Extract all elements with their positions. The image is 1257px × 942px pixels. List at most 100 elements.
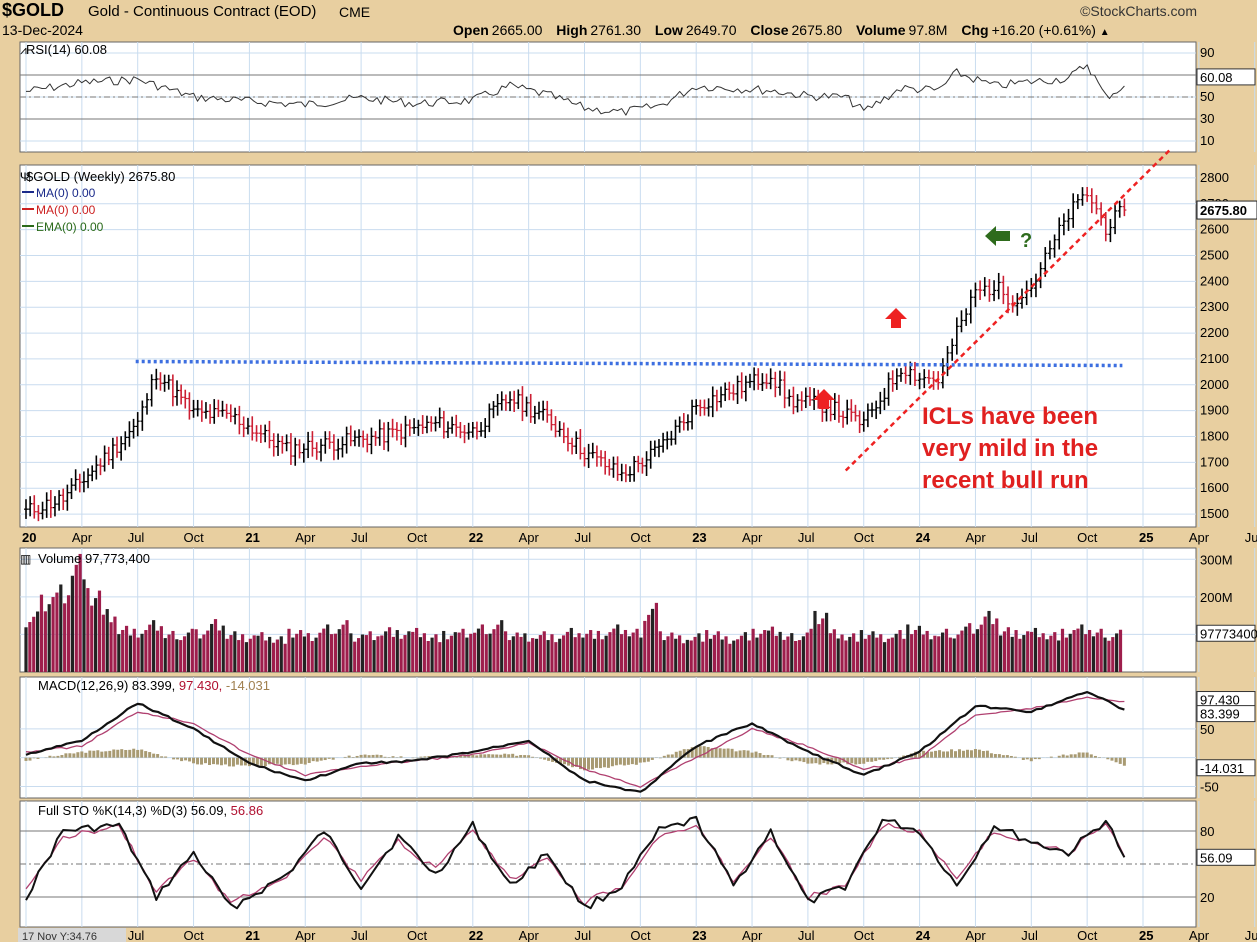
volume-bar bbox=[66, 595, 71, 672]
volume-bar bbox=[832, 629, 836, 672]
rsi-line bbox=[26, 64, 1125, 116]
macd-histogram-bar bbox=[200, 757, 204, 765]
price-icon: Ψ bbox=[20, 170, 30, 184]
price-x-tick-label: Oct bbox=[630, 530, 651, 545]
macd-histogram-bar bbox=[1098, 757, 1102, 758]
macd-histogram-bar bbox=[128, 749, 132, 758]
volume-bar bbox=[167, 634, 171, 672]
volume-bar bbox=[550, 634, 554, 672]
macd-histogram-bar bbox=[878, 757, 882, 760]
volume-bar bbox=[882, 642, 887, 672]
macd-histogram-bar bbox=[112, 749, 116, 758]
volume-bar bbox=[357, 638, 361, 672]
volume-bar bbox=[523, 633, 527, 672]
volume-bar bbox=[616, 624, 620, 672]
volume-bar bbox=[1026, 631, 1030, 672]
rsi-value-label: 60.08 bbox=[1200, 70, 1233, 85]
volume-bar bbox=[701, 641, 705, 672]
volume-bar bbox=[90, 605, 94, 672]
macd-histogram-bar bbox=[969, 750, 973, 758]
volume-bar bbox=[1010, 636, 1014, 672]
low-value: 2649.70 bbox=[685, 22, 737, 38]
macd-histogram-bar bbox=[754, 751, 758, 758]
volume-bar bbox=[326, 624, 330, 672]
volume-bar bbox=[623, 629, 628, 672]
symbol-description: Gold - Continuous Contract (EOD) bbox=[88, 3, 317, 20]
volume-bar bbox=[94, 598, 98, 672]
volume-tick-label: 200M bbox=[1200, 590, 1233, 605]
volume-bar bbox=[271, 642, 276, 672]
macd-histogram-bar bbox=[583, 757, 586, 771]
volume-bar bbox=[782, 639, 786, 672]
price-x-tick-label: Apr bbox=[519, 530, 540, 545]
volume-bar bbox=[658, 631, 662, 672]
volume-bar bbox=[654, 602, 659, 672]
stochastic-k-line bbox=[25, 815, 1126, 910]
volume-bar bbox=[747, 640, 751, 672]
volume-bar bbox=[453, 632, 457, 672]
price-x-tick-label: Apr bbox=[72, 530, 93, 545]
volume-bar bbox=[643, 620, 647, 672]
macd-histogram-bar bbox=[36, 757, 40, 759]
volume-bar bbox=[101, 614, 105, 672]
macd-histogram-bar bbox=[531, 756, 535, 758]
macd-histogram-bar bbox=[255, 757, 259, 765]
volume-bar bbox=[1014, 630, 1018, 672]
volume-bar bbox=[546, 640, 550, 672]
chg-up-icon: ▲ bbox=[1099, 27, 1110, 38]
macd-histogram-bar bbox=[351, 757, 355, 758]
macd-histogram-bar bbox=[367, 755, 371, 758]
bottom-x-tick-label: Oct bbox=[184, 928, 205, 942]
macd-histogram-bar bbox=[981, 750, 985, 758]
close-value: 2675.80 bbox=[791, 22, 843, 38]
volume-bar bbox=[565, 631, 570, 672]
volume-bar bbox=[511, 636, 515, 672]
macd-histogram-bar bbox=[618, 757, 622, 765]
volume-bar bbox=[534, 638, 539, 672]
macd-tick-label: -50 bbox=[1200, 779, 1219, 794]
macd-histogram-bar bbox=[730, 748, 734, 758]
macd-histogram-bar bbox=[132, 748, 136, 758]
volume-bar bbox=[268, 636, 272, 672]
macd-histogram-bar bbox=[507, 754, 511, 758]
macd-histogram-bar bbox=[379, 755, 383, 758]
price-tick-label: 2000 bbox=[1200, 377, 1229, 392]
macd-histogram-bar bbox=[674, 751, 678, 758]
price-value-label: 2675.80 bbox=[1200, 203, 1247, 218]
macd-histogram-bar bbox=[259, 757, 263, 767]
volume-bar bbox=[63, 603, 67, 672]
bottom-x-tick-label: Apr bbox=[1189, 928, 1210, 942]
volume-bar bbox=[403, 635, 407, 672]
icl-annotation-line: ICLs have been bbox=[922, 403, 1098, 430]
volume-bar bbox=[685, 639, 689, 672]
volume-bar bbox=[1033, 627, 1038, 672]
macd-histogram-bar bbox=[383, 756, 387, 758]
macd-histogram-bar bbox=[778, 757, 782, 759]
macd-histogram-bar bbox=[670, 754, 674, 758]
macd-histogram-bar bbox=[215, 757, 219, 765]
macd-histogram-bar bbox=[275, 757, 279, 764]
macd-histogram-bar bbox=[515, 755, 519, 758]
volume-bar bbox=[937, 636, 941, 672]
volume-bar bbox=[411, 631, 415, 672]
volume-bar bbox=[906, 624, 910, 672]
macd-histogram-bar bbox=[152, 753, 156, 758]
volume-title: Volume 97,773,400 bbox=[38, 551, 150, 566]
macd-histogram-bar bbox=[92, 750, 96, 758]
price-x-tick-label: Oct bbox=[1077, 530, 1098, 545]
volume-bar bbox=[507, 640, 512, 672]
macd-title-signal: 97.430, bbox=[179, 678, 226, 693]
macd-histogram-bar bbox=[1114, 757, 1118, 763]
volume-bar bbox=[298, 630, 303, 672]
volume-bar bbox=[333, 633, 338, 672]
volume-bar bbox=[82, 579, 86, 672]
price-tick-label: 1800 bbox=[1200, 429, 1229, 444]
volume-bar bbox=[395, 630, 399, 672]
volume-bar bbox=[1118, 629, 1123, 672]
volume-bar bbox=[1084, 634, 1088, 672]
volume-bar bbox=[1041, 633, 1045, 672]
volume-bar bbox=[113, 616, 117, 672]
volume-bar bbox=[627, 636, 631, 672]
macd-histogram-bar bbox=[208, 757, 212, 766]
